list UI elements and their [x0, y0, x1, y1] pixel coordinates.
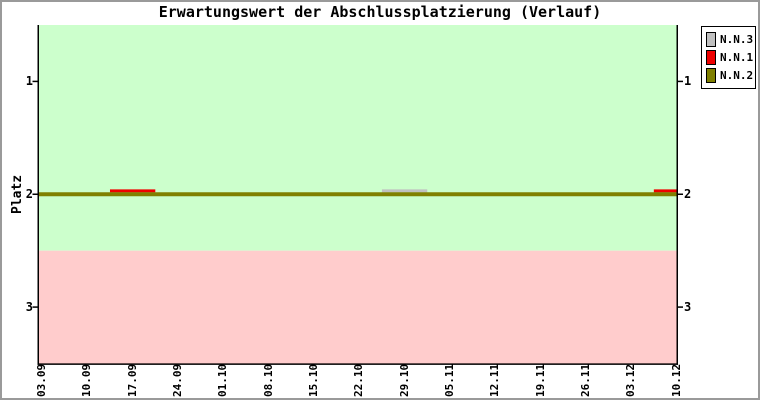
legend-item: N.N.1 [706, 48, 755, 66]
legend-item: N.N.2 [706, 66, 755, 84]
x-tick-label: 15.10 [306, 363, 320, 397]
x-tick-label: 03.12 [624, 363, 638, 397]
plot-band-upper-green-zone [39, 25, 677, 251]
y-tick-label-right: 2 [684, 187, 692, 202]
legend-label: N.N.2 [720, 68, 754, 82]
x-tick-label: 19.11 [533, 363, 547, 397]
legend-label: N.N.1 [720, 50, 754, 64]
y-tick-label-left: 3 [25, 300, 33, 315]
x-tick-label: 22.10 [352, 363, 366, 397]
y-tick-label-right: 1 [684, 74, 692, 89]
legend-swatch-icon [706, 49, 716, 65]
x-tick-label: 12.11 [488, 363, 502, 397]
legend-swatch-icon [706, 31, 716, 47]
plot-band-lower-pink-zone [39, 250, 677, 364]
x-tick-label: 10.09 [80, 363, 94, 397]
x-tick-label: 08.10 [261, 363, 275, 397]
y-tick-label-left: 2 [25, 187, 33, 202]
y-tick-label-right: 3 [684, 300, 692, 315]
legend-item: N.N.3 [706, 30, 755, 48]
x-tick-label: 03.09 [35, 363, 48, 397]
chart-title: Erwartungswert der Abschlussplatzierung … [158, 3, 602, 21]
x-tick-label: 10.12 [669, 363, 683, 397]
legend-box: N.N.3 N.N.1 N.N.2 [701, 26, 756, 89]
x-tick-label: 01.10 [216, 363, 230, 397]
legend-label: N.N.3 [720, 32, 754, 46]
x-tick-label: 24.09 [170, 363, 184, 397]
y-tick-label-left: 1 [25, 74, 33, 89]
x-tick-label: 26.11 [578, 363, 592, 397]
legend-swatch-icon [706, 67, 716, 83]
x-tick-label: 29.10 [397, 363, 411, 397]
x-tick-label: 17.09 [125, 363, 139, 397]
x-tick-label: 05.11 [442, 363, 456, 397]
